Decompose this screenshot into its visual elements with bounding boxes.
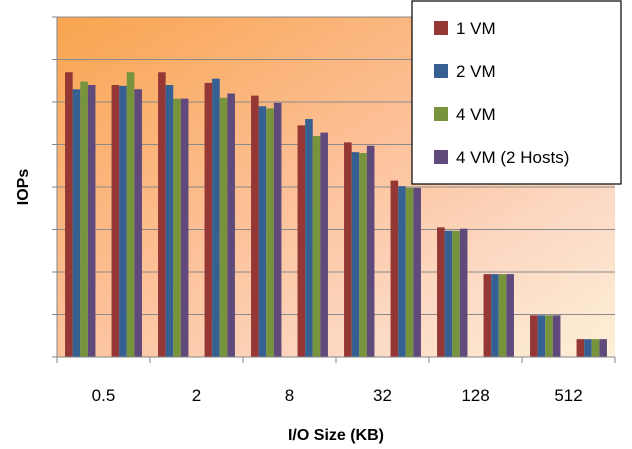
bar [87,85,96,357]
legend-swatch [434,150,448,164]
bar [126,72,135,357]
bar [80,81,88,357]
bar [165,85,174,357]
bar [413,187,421,357]
legend: 1 VM 2 VM 4 VM 4 VM (2 Hosts) [411,0,622,185]
bar [204,82,213,357]
bar [65,72,73,357]
bar [552,315,561,357]
bar [251,95,259,357]
bar [111,85,120,357]
legend-swatch [434,107,448,121]
bar [219,97,228,357]
bar [452,230,460,357]
bar [344,142,352,357]
x-tick-label: 128 [461,386,489,405]
bar [173,98,181,357]
bar [599,339,607,357]
bar [297,125,306,357]
bar [273,102,282,357]
bar [390,180,399,357]
bar [576,339,585,357]
bar [72,89,81,357]
bar [591,339,600,357]
bar [258,106,267,357]
bar [366,145,375,357]
x-tick-labels: 0.5 2 8 32 128 512 [92,386,583,405]
legend-label: 1 VM [456,19,496,38]
bars [65,72,607,357]
bar [312,136,321,357]
bar [506,274,514,357]
bar [212,78,220,357]
x-tick-label: 512 [554,386,582,405]
x-tick-label: 8 [285,386,294,405]
legend-label: 2 VM [456,62,496,81]
bar [459,228,468,357]
x-tick-label: 2 [192,386,201,405]
bar [437,227,445,357]
bar [405,187,414,357]
bar [537,315,546,357]
x-tick-label: 32 [373,386,392,405]
bar [359,153,367,357]
legend-swatch [434,21,448,35]
bar [158,72,166,357]
bar [119,85,127,357]
bar [483,274,492,357]
bar [584,339,592,357]
bar [227,93,235,357]
bar [134,89,142,357]
x-axis-title: I/O Size (KB) [288,427,384,444]
bar [305,119,313,357]
bar [320,132,328,357]
bar [266,108,274,357]
legend-label: 4 VM [456,105,496,124]
bar [545,315,553,357]
bar [498,274,507,357]
x-tick-marks [56,357,616,363]
y-axis-title: IOPs [15,169,32,206]
x-tick-label: 0.5 [92,386,116,405]
bar [444,230,453,357]
bar [180,98,189,357]
bar [351,152,360,357]
bar [530,315,538,357]
bar [491,274,499,357]
bar [398,186,406,357]
y-tick-marks [52,16,57,358]
legend-swatch [434,64,448,78]
legend-label: 4 VM (2 Hosts) [456,148,569,167]
